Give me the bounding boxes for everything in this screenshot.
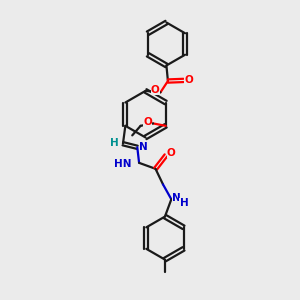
Text: N: N — [139, 142, 148, 152]
Text: H: H — [110, 138, 119, 148]
Text: HN: HN — [114, 159, 131, 169]
Text: O: O — [143, 117, 152, 127]
Text: O: O — [151, 85, 160, 95]
Text: N: N — [172, 193, 181, 203]
Text: O: O — [167, 148, 176, 158]
Text: O: O — [184, 75, 193, 85]
Text: H: H — [179, 198, 188, 208]
